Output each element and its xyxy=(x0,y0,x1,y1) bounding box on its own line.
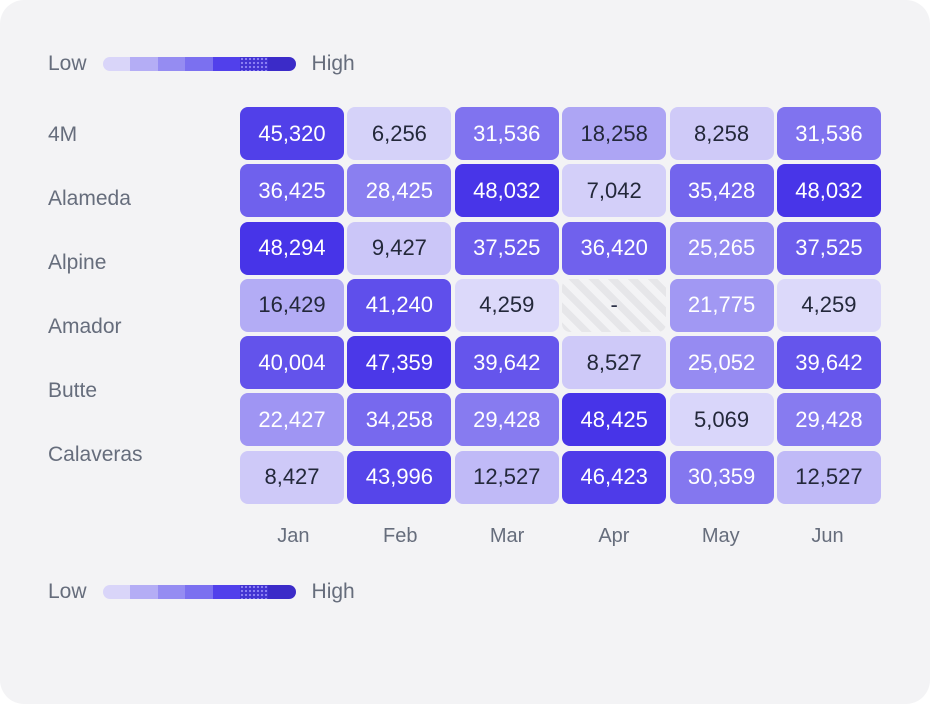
legend-segment xyxy=(212,57,241,71)
heatmap-cell[interactable]: 39,642 xyxy=(454,336,559,390)
column-labels: Jan Feb Mar Apr May Jun xyxy=(240,522,881,550)
legend-high-label: High xyxy=(311,52,355,75)
heatmap-cell[interactable]: 25,265 xyxy=(669,221,774,275)
row-label: Butte xyxy=(48,379,98,402)
heatmap-cell[interactable]: 48,032 xyxy=(776,164,881,218)
heatmap-cell-missing[interactable]: - xyxy=(562,278,667,332)
heatmap-cell[interactable]: 8,527 xyxy=(562,336,667,390)
heatmap-cell[interactable]: 16,429 xyxy=(240,278,344,332)
heatmap-cell[interactable]: 25,052 xyxy=(669,336,774,390)
heatmap-cell[interactable]: 48,032 xyxy=(454,164,559,218)
heatmap-cell[interactable]: 37,525 xyxy=(776,221,881,275)
column-label: Feb xyxy=(383,525,418,547)
heatmap-cell[interactable]: 34,258 xyxy=(347,393,452,447)
row-label: Alpine xyxy=(48,251,107,274)
color-legend-top: Low High xyxy=(48,50,355,78)
row-label: 4M xyxy=(48,123,78,146)
heatmap-cell[interactable]: 18,258 xyxy=(562,107,667,160)
row-labels: 4M Alameda Alpine Amador Butte Calaveras xyxy=(48,103,143,487)
legend-bar xyxy=(102,57,296,71)
heatmap-cell[interactable]: 46,423 xyxy=(562,450,667,504)
legend-segment xyxy=(185,585,213,599)
heatmap-cell[interactable]: 45,320 xyxy=(240,107,344,160)
heatmap-cell[interactable]: 9,427 xyxy=(347,221,452,275)
heatmap-cell[interactable]: 30,359 xyxy=(669,450,774,504)
heatmap-cell[interactable]: 39,642 xyxy=(776,336,881,390)
legend-segment xyxy=(240,57,268,71)
column-label: Jun xyxy=(811,525,844,547)
heatmap-cell[interactable]: 41,240 xyxy=(347,278,452,332)
heatmap-cell[interactable]: 47,359 xyxy=(347,336,452,390)
legend-segment xyxy=(157,585,186,599)
heatmap-cell[interactable]: 29,428 xyxy=(454,393,559,447)
column-label: Mar xyxy=(489,525,525,547)
heatmap-cell[interactable]: 29,428 xyxy=(776,393,881,447)
column-label: Apr xyxy=(598,525,630,547)
heatmap-cell[interactable]: 31,536 xyxy=(454,107,559,160)
heatmap-cell[interactable]: 48,294 xyxy=(240,221,344,275)
heatmap-cell[interactable]: 36,425 xyxy=(240,164,344,218)
heatmap-cell[interactable]: 6,256 xyxy=(347,107,452,160)
heatmap-cell[interactable]: 43,996 xyxy=(347,450,452,504)
heatmap-cell[interactable]: 48,425 xyxy=(562,393,667,447)
legend-low-label: Low xyxy=(48,580,87,603)
heatmap-cell[interactable]: 36,420 xyxy=(562,221,667,275)
legend-low-label: Low xyxy=(48,52,87,75)
color-legend-bottom: Low High xyxy=(48,578,355,606)
row-label: Alameda xyxy=(48,187,131,210)
heatmap-cell[interactable]: 12,527 xyxy=(454,450,559,504)
heatmap-cell[interactable]: 35,428 xyxy=(669,164,774,218)
heatmap-cell[interactable]: 37,525 xyxy=(454,221,559,275)
legend-segment xyxy=(102,57,131,71)
heatmap-cell[interactable]: 7,042 xyxy=(562,164,667,218)
heatmap-cell[interactable]: 12,527 xyxy=(776,450,881,504)
legend-segment xyxy=(185,57,213,71)
legend-segment xyxy=(268,57,296,71)
row-label: Calaveras xyxy=(48,443,143,466)
legend-segment xyxy=(268,585,296,599)
legend-segment xyxy=(240,585,268,599)
heatmap-cell[interactable]: 31,536 xyxy=(776,107,881,160)
heatmap-cell[interactable]: 8,427 xyxy=(240,450,344,504)
legend-high-label: High xyxy=(311,580,355,603)
heatmap-cell[interactable]: 5,069 xyxy=(669,393,774,447)
legend-segment xyxy=(212,585,241,599)
heatmap-cell[interactable]: 22,427 xyxy=(240,393,344,447)
column-label: May xyxy=(701,525,740,547)
heatmap-cell[interactable]: 4,259 xyxy=(454,278,559,332)
heatmap-cell[interactable]: 4,259 xyxy=(776,278,881,332)
legend-segment xyxy=(130,585,158,599)
legend-segment xyxy=(102,585,131,599)
legend-bar xyxy=(102,585,296,599)
heatmap-cell[interactable]: 40,004 xyxy=(240,336,344,390)
column-label: Jan xyxy=(277,525,310,547)
row-label: Amador xyxy=(48,315,122,338)
heatmap-grid: 45,320 6,256 31,536 18,258 8,258 31,536 36,425… xyxy=(240,107,881,504)
heatmap-cell[interactable]: 8,258 xyxy=(669,107,774,160)
heatmap-cell[interactable]: 21,775 xyxy=(669,278,774,332)
legend-segment xyxy=(157,57,186,71)
legend-segment xyxy=(130,57,158,71)
heatmap-cell[interactable]: 28,425 xyxy=(347,164,452,218)
